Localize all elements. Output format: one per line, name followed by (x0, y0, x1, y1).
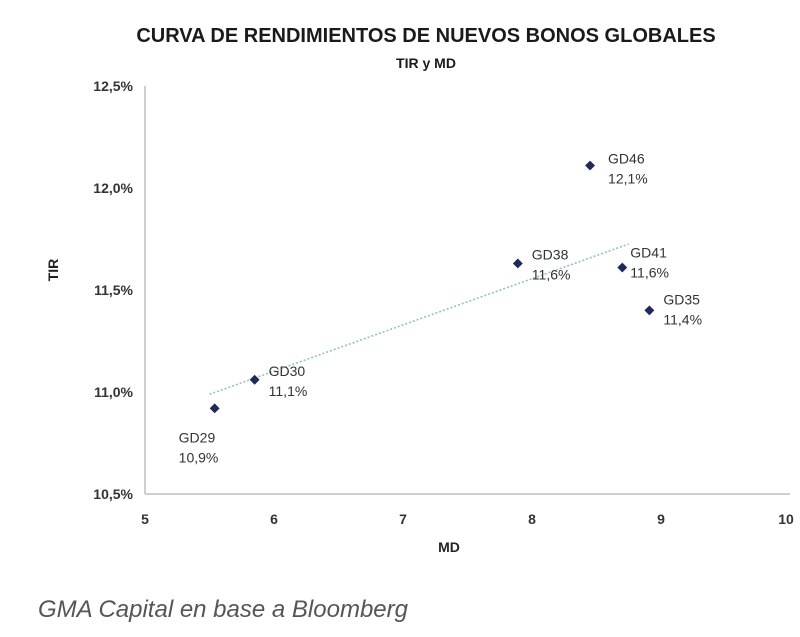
point-value-label: 10,9% (179, 449, 219, 465)
y-tick-label: 12,5% (93, 78, 133, 94)
source-note: GMA Capital en base a Bloomberg (38, 596, 408, 623)
point-value-label: 11,6% (532, 266, 571, 282)
y-tick-label: 12,0% (93, 180, 133, 196)
point-name-label: GD41 (630, 245, 667, 261)
scatter-chart: CURVA DE RENDIMIENTOS DE NUEVOS BONOS GL… (45, 25, 794, 555)
data-point-gd41 (617, 262, 628, 273)
point-name-label: GD35 (663, 291, 700, 307)
chart-subtitle: TIR y MD (396, 55, 456, 71)
x-tick-label: 5 (141, 511, 149, 527)
y-tick-labels: 10,5% 11,0% 11,5% 12,0% 12,5% (93, 78, 133, 502)
data-point-gd46 (585, 160, 595, 171)
point-name-label: GD30 (269, 363, 306, 379)
data-point-gd35 (644, 305, 655, 316)
data-point-gd30 (249, 374, 260, 385)
x-tick-label: 10 (778, 511, 794, 527)
x-tick-label: 6 (270, 511, 278, 527)
y-tick-label: 11,5% (94, 282, 133, 298)
x-axis-label: MD (438, 539, 460, 555)
x-tick-label: 9 (657, 511, 665, 527)
y-tick-label: 11,0% (94, 384, 133, 400)
point-name-label: GD29 (179, 429, 216, 445)
x-tick-label: 7 (399, 511, 407, 527)
data-points: GD29 10,9% GD30 11,1% GD38 11,6% GD46 12,1% GD41… (179, 151, 702, 466)
x-tick-labels: 5 6 7 8 9 10 (141, 511, 794, 527)
point-name-label: GD46 (608, 151, 645, 167)
point-value-label: 11,6% (630, 265, 669, 281)
point-value-label: 11,1% (269, 383, 308, 399)
point-name-label: GD38 (532, 246, 569, 262)
y-axis-label: TIR (45, 259, 61, 282)
chart-title: CURVA DE RENDIMIENTOS DE NUEVOS BONOS GL… (136, 25, 715, 47)
point-value-label: 11,4% (663, 311, 702, 327)
y-tick-label: 10,5% (93, 486, 133, 502)
point-value-label: 12,1% (608, 171, 648, 187)
data-point-gd38 (512, 258, 523, 269)
x-tick-label: 8 (528, 511, 536, 527)
data-point-gd29 (209, 403, 220, 414)
